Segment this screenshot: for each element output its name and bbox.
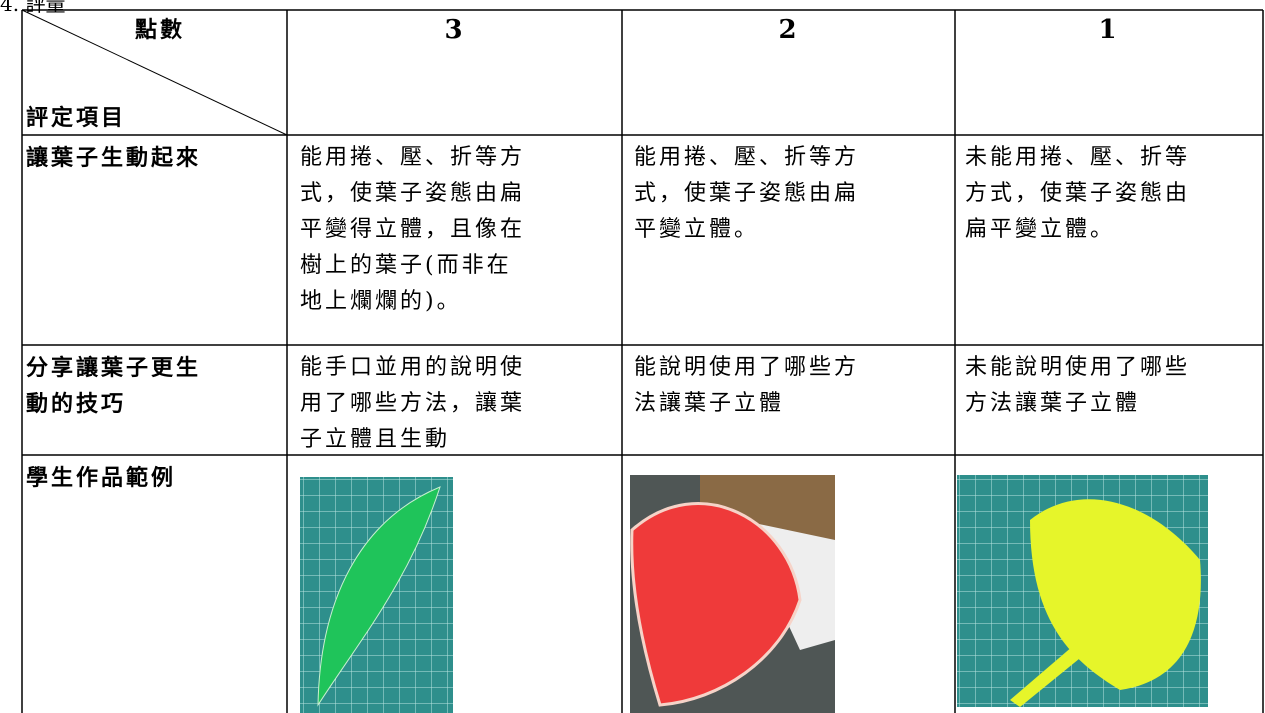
descriptor-line: 平變立體。 (634, 217, 760, 242)
descriptor-line: 式，使葉子姿態由扁 (300, 181, 526, 206)
descriptor-line: 子立體且生動 (300, 427, 451, 452)
descriptor-line: 扁平變立體。 (965, 217, 1116, 242)
score-heading: 3 (444, 15, 466, 45)
descriptor-line: 方式，使葉子姿態由 (965, 181, 1191, 206)
descriptor-line: 平變得立體，且像在 (300, 217, 526, 242)
criterion: 學生作品範例 (26, 465, 177, 491)
descriptor-line: 樹上的葉子(而非在 (300, 253, 512, 278)
criterion: 分享讓葉子更生 (26, 355, 202, 381)
criterion: 讓葉子生動起來 (26, 145, 202, 171)
descriptor-line: 能用捲、壓、折等方 (634, 145, 860, 170)
descriptor-line: 法讓葉子立體 (634, 391, 785, 416)
descriptor-line: 方法讓葉子立體 (965, 391, 1141, 416)
intro: 4. 評量 (0, 0, 66, 16)
descriptor-line: 式，使葉子姿態由扁 (634, 181, 860, 206)
descriptor-line: 能用捲、壓、折等方 (300, 145, 526, 170)
descriptor-line: 能手口並用的說明使 (300, 355, 526, 380)
descriptor-line: 未能說明使用了哪些 (965, 355, 1191, 380)
score-heading: 2 (778, 15, 800, 45)
descriptor-line: 未能用捲、壓、折等 (965, 145, 1191, 170)
descriptor-line: 用了哪些方法，讓葉 (300, 391, 526, 416)
score-label: 點數 (135, 17, 186, 43)
descriptor-line: 能說明使用了哪些方 (634, 355, 860, 380)
item-label: 評定項目 (26, 105, 127, 131)
descriptor-line: 地上爛爛的)。 (300, 289, 462, 314)
criterion: 動的技巧 (26, 391, 127, 417)
score-heading: 1 (1098, 15, 1120, 45)
